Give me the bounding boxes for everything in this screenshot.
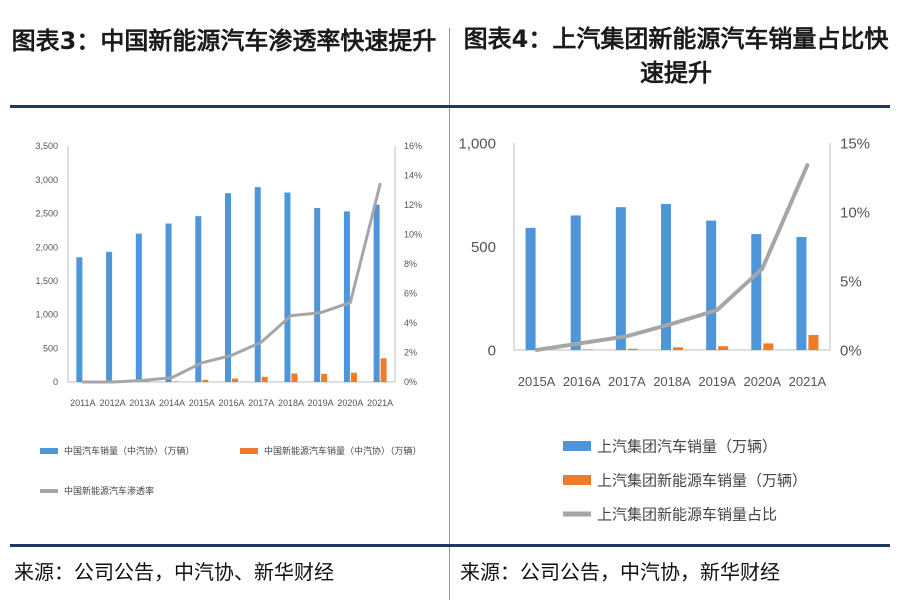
left-right-axis-tick: 8%: [404, 259, 417, 269]
left-chart-title: 图表3：中国新能源汽车渗透率快速提升: [11, 27, 437, 55]
left-legend-bar-swatch: [240, 448, 258, 454]
right-bar-total-sales: [570, 215, 581, 350]
left-right-axis-tick: 6%: [404, 289, 417, 299]
left-bar-nev-sales: [350, 372, 357, 382]
right-legend-label: 上汽集团新能源车销量占比: [597, 505, 777, 523]
right-x-axis-category: 2020A: [743, 374, 781, 389]
left-penetration-line: [81, 182, 382, 384]
left-left-axis-tick: 2,500: [35, 209, 58, 219]
left-x-axis-category: 2014A: [159, 398, 185, 408]
left-x-axis-category: 2012A: [100, 398, 126, 408]
right-x-axis-category: 2016A: [563, 374, 601, 389]
left-bar-total-sales: [76, 257, 83, 382]
right-legend-bar-swatch: [563, 441, 591, 451]
left-source-note: 来源：公司公告，中汽协、新华财经: [14, 560, 334, 584]
left-bar-total-sales: [165, 223, 172, 382]
right-right-axis-tick: 10%: [840, 204, 870, 221]
right-bar-total-sales: [661, 204, 671, 350]
left-bar-total-sales: [314, 208, 321, 382]
left-bar-nev-sales: [291, 373, 298, 382]
left-x-axis-category: 2021A: [367, 398, 393, 408]
left-bar-nev-sales: [232, 378, 238, 382]
right-left-axis-tick: 1,000: [458, 135, 496, 152]
left-bar-nev-sales: [142, 381, 149, 382]
left-bar-nev-sales: [380, 358, 387, 382]
right-bar-nev-sales: [718, 346, 729, 350]
left-left-axis-tick: 2,000: [35, 242, 58, 252]
left-right-axis-tick: 14%: [404, 171, 422, 181]
right-bar-total-sales: [706, 220, 717, 350]
left-bar-total-sales: [195, 216, 202, 382]
right-left-axis-tick: 500: [471, 239, 496, 256]
right-x-axis-category: 2018A: [653, 374, 691, 389]
footer-rule: [10, 544, 890, 547]
right-bar-nev-sales: [627, 348, 638, 350]
right-right-axis-tick: 15%: [840, 135, 870, 152]
left-left-axis-tick: 1,000: [35, 310, 58, 320]
right-x-axis-category: 2021A: [789, 374, 827, 389]
left-right-axis-tick: 16%: [404, 141, 422, 151]
header-rule: [10, 105, 890, 108]
left-x-axis-category: 2015A: [189, 398, 215, 408]
right-legend-label: 上汽集团汽车销量（万辆）: [597, 437, 777, 455]
right-bar-nev-sales: [582, 349, 593, 350]
left-right-axis-tick: 2%: [404, 348, 417, 358]
right-x-axis-category: 2015A: [518, 374, 556, 389]
left-left-axis-tick: 3,000: [35, 175, 58, 185]
left-x-axis-category: 2020A: [337, 398, 363, 408]
left-right-axis-tick: 10%: [404, 230, 422, 240]
left-bar-nev-sales: [321, 373, 328, 382]
left-bar-nev-sales: [261, 376, 268, 382]
left-legend-bar-swatch: [40, 448, 58, 454]
left-x-axis-category: 2018A: [278, 398, 304, 408]
right-chart-title: 图表4：上汽集团新能源汽车销量占比快 速提升: [452, 22, 900, 90]
right-bar-total-sales: [525, 227, 536, 350]
right-bar-nev-sales: [673, 347, 683, 350]
left-bar-total-sales: [106, 251, 113, 382]
right-bar-nev-sales: [763, 343, 774, 350]
right-left-axis-tick: 0: [488, 342, 496, 359]
left-bar-total-sales: [373, 204, 380, 382]
right-bar-nev-sales: [808, 334, 819, 350]
left-right-axis-tick: 4%: [404, 318, 417, 328]
right-bar-total-sales: [796, 236, 807, 350]
left-left-axis-tick: 3,500: [35, 141, 58, 151]
left-right-axis-tick: 12%: [404, 200, 422, 210]
left-bar-nev-sales: [172, 381, 179, 382]
left-legend-label: 中国新能源汽车渗透率: [64, 485, 154, 497]
right-penetration-line: [534, 163, 810, 352]
left-bar-total-sales: [343, 211, 350, 382]
right-chart-title-line2: 速提升: [640, 59, 712, 87]
left-legend-label: 中国新能源汽车销量（中汽协）（万辆）: [264, 445, 422, 457]
right-bar-total-sales: [615, 207, 626, 350]
panel-divider: [449, 28, 450, 600]
right-source-note: 来源：公司公告，中汽协，新华财经: [460, 560, 780, 584]
left-x-axis-category: 2011A: [70, 398, 95, 408]
left-left-axis-tick: 0: [53, 377, 58, 387]
left-right-axis-tick: 0%: [404, 377, 417, 387]
right-right-axis-tick: 0%: [840, 342, 862, 359]
left-x-axis-category: 2019A: [308, 398, 334, 408]
left-x-axis-category: 2017A: [248, 398, 274, 408]
left-x-axis-category: 2013A: [129, 398, 155, 408]
right-x-axis-category: 2019A: [698, 374, 736, 389]
right-bar-total-sales: [751, 234, 762, 350]
left-bar-total-sales: [135, 233, 142, 382]
right-x-axis-category: 2017A: [608, 374, 646, 389]
right-chart-title-line1: 图表4：上汽集团新能源汽车销量占比快: [463, 25, 889, 53]
left-left-axis-tick: 1,500: [35, 276, 58, 286]
right-legend-label: 上汽集团新能源车销量（万辆）: [597, 471, 807, 489]
left-bar-total-sales: [254, 187, 261, 382]
right-right-axis-tick: 5%: [840, 273, 862, 290]
left-bar-nev-sales: [202, 379, 209, 382]
left-x-axis-category: 2016A: [218, 398, 244, 408]
left-bar-total-sales: [284, 192, 291, 382]
left-bar-total-sales: [225, 193, 231, 382]
right-legend-bar-swatch: [563, 475, 591, 485]
left-left-axis-tick: 500: [43, 343, 58, 353]
left-legend-label: 中国汽车销量（中汽协）（万辆）: [64, 445, 195, 457]
